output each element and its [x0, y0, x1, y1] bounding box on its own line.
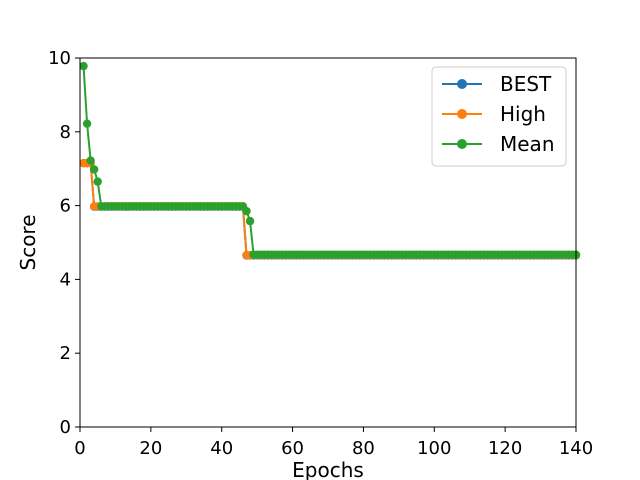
legend-label: Mean [500, 132, 555, 156]
legend-label: High [500, 102, 546, 126]
y-tick-label: 8 [60, 122, 71, 143]
data-point [93, 177, 102, 186]
legend-entry-best: BEST [442, 72, 552, 96]
legend-entry-mean: Mean [442, 132, 555, 156]
legend-marker [457, 139, 467, 149]
ticks-layer: 0 20 40 60 80 100 120 140 0 2 4 6 8 10 [48, 48, 593, 459]
x-tick-label: 100 [417, 438, 451, 459]
legend-entry-high: High [442, 102, 546, 126]
data-point [242, 206, 251, 216]
x-tick-label: 80 [352, 438, 375, 459]
y-tick-label: 4 [60, 269, 71, 290]
y-axis-label: Score [16, 214, 40, 270]
legend-marker [457, 79, 467, 89]
series-mean [80, 61, 581, 259]
axes-frame [79, 57, 577, 428]
y-tick-label: 6 [60, 196, 71, 217]
y-tick-label: 10 [48, 48, 71, 69]
x-tick-label: 120 [488, 438, 522, 459]
data-point [89, 165, 99, 174]
legend-marker [457, 109, 467, 119]
y-tick-label: 2 [60, 343, 71, 364]
x-tick-label: 60 [281, 438, 304, 459]
legend: BEST High Mean [431, 66, 567, 167]
x-axis-label: Epochs [292, 458, 364, 480]
x-tick-label: 140 [559, 438, 593, 459]
data-point [82, 119, 92, 128]
x-tick-label: 20 [139, 438, 162, 459]
x-tick-label: 0 [74, 438, 85, 459]
y-tick-label: 0 [60, 417, 71, 438]
data-point [80, 61, 88, 71]
x-tick-label: 40 [210, 438, 233, 459]
data-point [86, 156, 95, 165]
legend-label: BEST [500, 72, 552, 96]
data-point [245, 216, 255, 226]
series-layer [80, 61, 581, 260]
